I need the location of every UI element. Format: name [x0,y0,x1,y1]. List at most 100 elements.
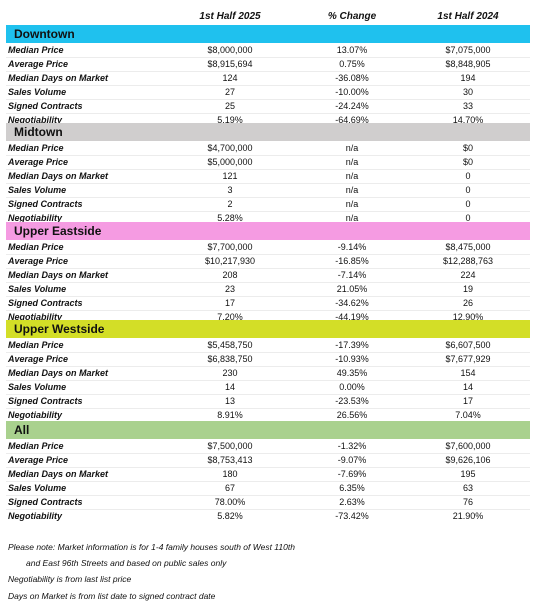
cell-value: n/a [345,156,359,167]
row-label: Average Price [8,353,69,364]
section-title: Downtown [14,27,75,41]
row-divider [6,281,530,283]
row-label: Signed Contracts [8,395,83,406]
row-label: Median Price [8,340,64,350]
footnote: Days on Market is from list date to sign… [8,591,216,601]
cell-value: n/a [345,184,359,195]
cell-value: 12.90% [452,311,484,322]
cell-value: 78.00% [214,496,246,507]
cell-value: 33 [462,100,474,111]
section-band: Upper Westside [6,320,530,338]
row-divider [6,452,530,454]
section-title: Midtown [14,125,63,139]
cell-value: 17 [462,395,474,406]
row-divider [6,84,530,86]
cell-value: $12,288,763 [442,255,494,266]
section-title: All [14,423,30,437]
cell-value: 0.75% [339,58,365,69]
cell-value: 49.35% [336,367,368,378]
footnote: and East 96th Streets and based on publi… [26,558,227,568]
cell-value: 14.70% [452,114,484,125]
cell-value: 154 [460,367,476,378]
row-label: Signed Contracts [8,496,83,507]
section-title: Upper Westside [14,322,105,336]
row-label: Signed Contracts [8,100,83,111]
row-divider [6,309,530,311]
section-band: All [6,421,530,439]
row-label: Signed Contracts [8,198,83,209]
row-label: Average Price [8,156,69,167]
column-header: % Change [327,11,377,22]
cell-value: 67 [224,482,236,493]
cell-value: 63 [462,482,474,493]
row-label: Negotiability [8,114,63,125]
cell-value: -44.19% [335,311,369,322]
row-label: Median Days on Market [8,367,109,378]
row-divider [6,70,530,72]
section-title: Upper Eastside [14,224,102,238]
row-divider [6,393,530,395]
cell-value: 7.20% [217,311,243,322]
row-divider [6,466,530,468]
cell-value: 208 [222,269,238,280]
cell-value: 14 [224,381,236,392]
cell-value: -9.07% [337,454,367,465]
cell-value: $0 [462,143,474,153]
cell-value: $6,607,500 [445,340,491,350]
cell-value: 76 [462,496,474,507]
cell-value: 7.04% [455,409,481,420]
cell-value: 0 [465,198,471,209]
cell-value: -73.42% [335,510,369,521]
row-divider [6,295,530,297]
column-header: 1st Half 2024 [437,11,499,22]
cell-value: $4,700,000 [207,143,253,153]
cell-value: -9.14% [337,242,367,252]
cell-value: $8,753,413 [207,454,253,465]
cell-value: 0 [465,184,471,195]
cell-value: $8,848,905 [445,58,491,69]
cell-value: -23.53% [335,395,369,406]
row-label: Negotiability [8,212,63,223]
cell-value: 5.28% [217,212,243,223]
row-label: Negotiability [8,510,63,521]
cell-value: 124 [222,72,238,83]
cell-value: 17 [224,297,236,308]
row-label: Median Price [8,45,64,55]
cell-value: 0 [465,212,471,223]
cell-value: 6.35% [339,482,365,493]
section-band: Midtown [6,123,530,141]
cell-value: 13 [224,395,236,406]
cell-value: $7,075,000 [445,45,491,55]
row-divider [6,508,530,510]
row-label: Sales Volume [8,184,67,195]
row-divider [6,56,530,58]
cell-value: 21.90% [452,510,484,521]
row-label: Sales Volume [8,381,67,392]
cell-value: 0.00% [339,381,365,392]
cell-value: $5,000,000 [207,156,253,167]
cell-value: 27 [224,86,236,97]
row-divider [6,154,530,156]
row-label: Sales Volume [8,86,67,97]
row-label: Signed Contracts [8,297,83,308]
row-label: Negotiability [8,409,63,420]
cell-value: -17.39% [335,340,369,350]
cell-value: -10.93% [335,353,369,364]
cell-value: -7.14% [337,269,367,280]
section-band: Downtown [6,25,530,43]
cell-value: -7.69% [337,468,367,479]
column-header: 1st Half 2025 [199,11,261,22]
footnote: Negotiability is from last list price [8,574,132,584]
cell-value: 8.91% [217,409,243,420]
cell-value: $0 [462,156,474,167]
cell-value: n/a [345,198,359,209]
cell-value: 0 [465,170,471,181]
row-label: Median Price [8,441,64,451]
cell-value: 26.56% [336,409,368,420]
cell-value: $8,915,694 [207,58,253,69]
cell-value: 26 [462,297,474,308]
row-label: Average Price [8,58,69,69]
row-label: Average Price [8,255,69,266]
row-label: Median Days on Market [8,72,109,83]
row-divider [6,379,530,381]
